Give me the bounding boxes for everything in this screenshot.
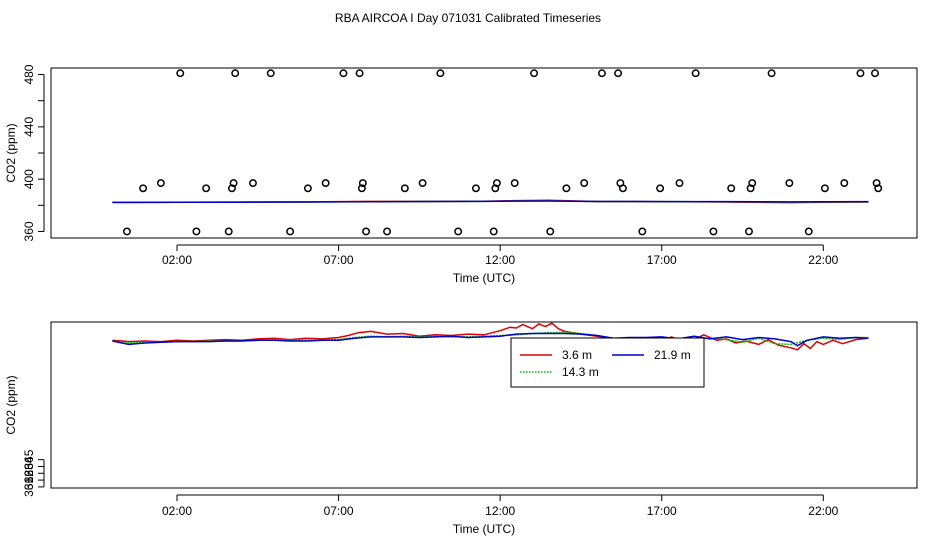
top-marker-point xyxy=(176,69,185,78)
top-x-axis: 02:00 07:00 12:00 17:00 22:00 xyxy=(162,244,839,267)
legend-box xyxy=(510,337,705,388)
top-marker-point xyxy=(580,179,589,188)
top-y-tick-label: 360 xyxy=(22,221,36,241)
top-y-tick-label: 440 xyxy=(22,117,36,137)
top-y-tick-label: 480 xyxy=(22,64,36,84)
bottom-y-tick-label: 361 xyxy=(22,477,36,497)
top-marker-point xyxy=(638,227,647,236)
top-panel: 02:00 07:00 12:00 17:00 22:00 360 400 440 480 T… xyxy=(4,64,918,285)
bottom-x-axis-label: Time (UTC) xyxy=(453,522,515,536)
top-marker-point xyxy=(355,69,364,78)
top-series-lines xyxy=(112,199,869,204)
top-marker-point xyxy=(856,69,865,78)
legend: 3.6 m 14.3 m 21.9 m xyxy=(510,337,705,388)
top-marker-point xyxy=(874,184,883,193)
top-marker-point xyxy=(339,69,348,78)
bottom-plot-frame xyxy=(50,321,918,489)
bottom-x-tick-label: 07:00 xyxy=(324,504,354,518)
top-x-axis-label: Time (UTC) xyxy=(453,271,515,285)
top-marker-point xyxy=(229,179,238,188)
top-marker-point xyxy=(562,184,571,193)
top-marker-point xyxy=(820,184,829,193)
top-marker-point xyxy=(727,184,736,193)
top-marker-point xyxy=(357,184,366,193)
bottom-y-tick-label: 364 xyxy=(22,456,36,476)
top-marker-point xyxy=(767,69,776,78)
top-marker-point xyxy=(202,184,211,193)
top-marker-point xyxy=(471,184,480,193)
top-marker-point xyxy=(383,227,392,236)
bottom-x-tick-label: 12:00 xyxy=(485,504,515,518)
top-x-tick-label: 02:00 xyxy=(162,253,192,267)
top-y-axis: 360 400 440 480 xyxy=(22,64,45,241)
top-marker-point xyxy=(122,227,131,236)
top-x-tick-label: 17:00 xyxy=(647,253,677,267)
top-marker-point xyxy=(156,179,165,188)
top-marker-point xyxy=(709,227,718,236)
bottom-x-tick-label: 02:00 xyxy=(162,504,192,518)
top-y-tick-label: 400 xyxy=(22,169,36,189)
bottom-x-tick-label: 22:00 xyxy=(808,504,838,518)
top-marker-point xyxy=(614,69,623,78)
bottom-y-tick-label: 362 xyxy=(22,470,36,490)
figure-title: RBA AIRCOA I Day 071031 Calibrated Times… xyxy=(335,11,601,25)
legend-label-14-3m: 14.3 m xyxy=(562,365,599,379)
bottom-y-tick-label: 363 xyxy=(22,463,36,483)
top-marker-point xyxy=(675,179,684,188)
top-marker-point xyxy=(400,184,409,193)
top-marker-point xyxy=(691,69,700,78)
top-marker-point xyxy=(266,69,275,78)
top-x-tick-label: 07:00 xyxy=(324,253,354,267)
top-marker-point xyxy=(546,227,555,236)
top-marker-point xyxy=(303,184,312,193)
top-marker-point xyxy=(492,179,501,188)
top-marker-point xyxy=(656,184,665,193)
top-marker-points xyxy=(122,69,883,236)
bottom-series-lines xyxy=(112,322,869,351)
top-marker-point xyxy=(785,179,794,188)
top-marker-point xyxy=(249,179,257,188)
top-marker-point xyxy=(510,179,519,188)
top-marker-point xyxy=(192,227,201,236)
top-marker-point xyxy=(358,179,367,188)
top-marker-point xyxy=(224,227,233,236)
top-marker-point xyxy=(139,184,148,193)
top-series-line-21-9-m xyxy=(112,200,869,204)
legend-label-21-9m: 21.9 m xyxy=(654,348,691,362)
bottom-panel: 02:00 07:00 12:00 17:00 22:00 36136236336436… xyxy=(4,321,918,536)
bottom-x-axis: 02:00 07:00 12:00 17:00 22:00 xyxy=(162,494,839,518)
top-marker-point xyxy=(418,179,427,188)
top-marker-point xyxy=(231,69,240,78)
top-marker-point xyxy=(748,179,757,188)
top-marker-point xyxy=(745,227,753,236)
top-marker-point xyxy=(321,179,330,188)
top-marker-point xyxy=(454,227,463,236)
top-x-tick-label: 22:00 xyxy=(808,253,838,267)
bottom-y-tick-label: 365 xyxy=(22,449,36,469)
legend-label-3-6m: 3.6 m xyxy=(562,348,592,362)
top-marker-point xyxy=(530,69,539,78)
bottom-y-axis-label: CO2 (ppm) xyxy=(4,375,18,434)
top-plot-frame xyxy=(50,67,918,239)
bottom-series-line-3-6-m xyxy=(112,322,869,351)
top-marker-point xyxy=(597,69,606,78)
top-marker-point xyxy=(804,227,813,236)
top-marker-point xyxy=(618,184,627,193)
top-marker-point xyxy=(436,69,445,78)
top-marker-point xyxy=(871,69,879,78)
top-y-axis-label: CO2 (ppm) xyxy=(4,123,18,182)
top-x-tick-label: 12:00 xyxy=(485,253,515,267)
bottom-x-tick-label: 17:00 xyxy=(647,504,677,518)
bottom-series-line-21-9-m xyxy=(112,332,869,347)
top-marker-point xyxy=(840,179,849,188)
top-marker-point xyxy=(362,227,371,236)
top-marker-point xyxy=(286,227,295,236)
top-marker-point xyxy=(489,227,498,236)
